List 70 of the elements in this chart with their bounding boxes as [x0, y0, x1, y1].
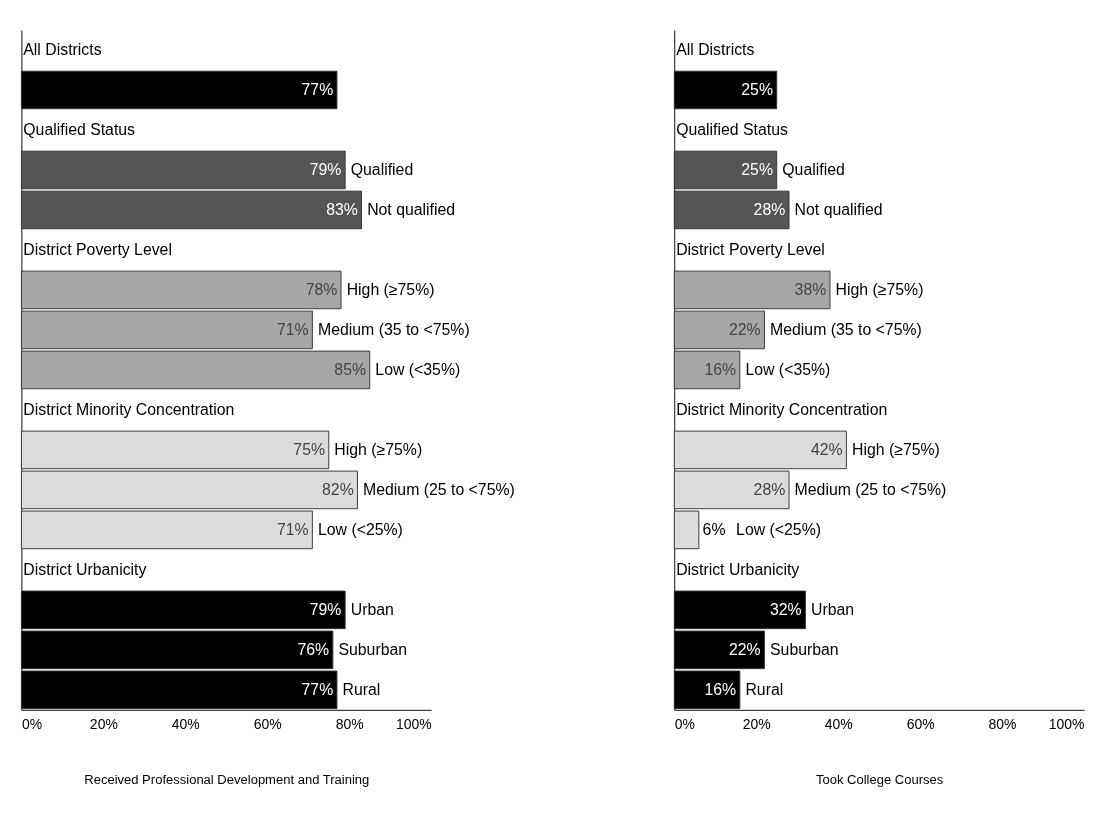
data-label: 83%: [326, 200, 358, 218]
data-label: 32%: [770, 600, 802, 618]
data-label: 42%: [810, 440, 843, 458]
y-tick-label: Medium (25 to <75%): [363, 480, 515, 498]
data-label: 79%: [309, 160, 342, 178]
x-tick-label: 0%: [21, 715, 43, 732]
y-tick-label: Rural: [745, 680, 784, 698]
x-axis-title: Received Professional Development and Training: [84, 771, 370, 787]
x-tick-label: 40%: [824, 715, 853, 732]
x-tick-label: 0%: [674, 715, 695, 732]
y-tick-label: Medium (35 to <75%): [317, 320, 470, 338]
data-label: 25%: [741, 80, 773, 98]
y-tick-label: High (≥75%): [851, 440, 940, 458]
x-tick-label: 60%: [253, 715, 282, 732]
y-tick-label: District Poverty Level: [23, 240, 172, 258]
y-tick-label: Medium (25 to <75%): [794, 480, 947, 498]
y-tick-label: Low (<25%): [317, 520, 403, 538]
x-tick-label: 100%: [1048, 715, 1085, 732]
y-tick-label: High (≥75%): [835, 280, 924, 298]
data-label: 85%: [334, 360, 367, 378]
y-tick-label: Qualified Status: [676, 120, 788, 138]
data-label: 25%: [741, 160, 773, 178]
x-tick-label: 80%: [335, 715, 364, 732]
y-tick-label: Qualified Status: [23, 120, 136, 138]
data-label: 77%: [301, 80, 334, 98]
y-tick-label: Qualified: [782, 160, 845, 178]
y-tick-label: All Districts: [676, 40, 755, 58]
y-tick-label: Low (<35%): [375, 360, 461, 378]
data-label: 16%: [704, 680, 737, 698]
data-label: 6%: [702, 520, 726, 538]
y-tick-label: District Poverty Level: [676, 240, 825, 258]
y-tick-label: District Urbanicity: [23, 560, 147, 578]
y-tick-label: Suburban: [338, 640, 408, 658]
data-label: 22%: [729, 640, 761, 658]
data-label: 76%: [297, 640, 330, 658]
data-label: 82%: [322, 480, 354, 498]
y-tick-label: District Urbanicity: [676, 560, 800, 578]
data-label: 77%: [301, 680, 334, 698]
x-tick-label: 60%: [906, 715, 935, 732]
y-tick-label: Not qualified: [794, 200, 883, 218]
x-tick-label: 100%: [395, 715, 432, 732]
data-label: 28%: [753, 200, 786, 218]
data-label: 28%: [753, 480, 786, 498]
data-label: 75%: [293, 440, 326, 458]
y-tick-label: Qualified: [350, 160, 414, 178]
y-tick-label: Medium (35 to <75%): [770, 320, 922, 338]
x-tick-label: 80%: [988, 715, 1017, 732]
data-label: 78%: [305, 280, 338, 298]
y-tick-label: High (≥75%): [334, 440, 423, 458]
y-tick-label: Rural: [342, 680, 381, 698]
y-tick-label: High (≥75%): [346, 280, 435, 298]
data-label: 22%: [729, 320, 761, 338]
data-label: 71%: [276, 520, 309, 538]
y-tick-label: Suburban: [770, 640, 839, 658]
y-tick-label: All Districts: [23, 40, 102, 58]
y-tick-label: District Minority Concentration: [676, 400, 888, 418]
x-axis-title: Took College Courses: [815, 771, 944, 787]
data-label: 79%: [309, 600, 342, 618]
data-label: 71%: [276, 320, 309, 338]
y-tick-label: Urban: [350, 600, 394, 618]
data-label: 38%: [794, 280, 827, 298]
y-tick-label: District Minority Concentration: [23, 400, 235, 418]
x-tick-label: 40%: [171, 715, 200, 732]
y-tick-label: Low (<35%): [745, 360, 831, 378]
x-tick-label: 20%: [89, 715, 118, 732]
y-tick-label: Low (<25%): [736, 520, 822, 538]
y-tick-label: Urban: [811, 600, 855, 618]
x-tick-label: 20%: [742, 715, 771, 732]
y-tick-label: Not qualified: [367, 200, 456, 218]
data-label: 16%: [704, 360, 737, 378]
